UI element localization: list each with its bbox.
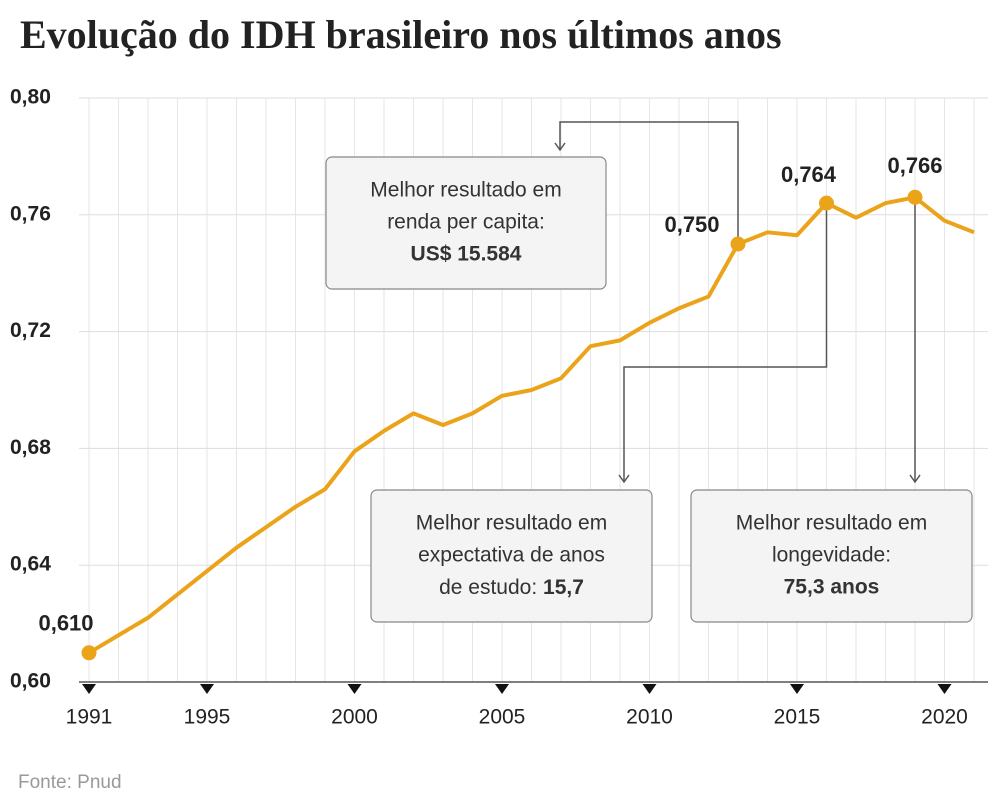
value-label: 0,764: [781, 162, 837, 187]
tick-mark: [937, 684, 952, 694]
tick-mark: [642, 684, 657, 694]
annotation-box: [690, 489, 973, 623]
tick-mark: [347, 684, 362, 694]
x-tick-label: 1995: [184, 706, 231, 729]
annotation-box: [370, 489, 653, 623]
x-tick-label: 2020: [921, 706, 968, 729]
annotation-line: Melhor resultado em: [370, 179, 561, 202]
x-tick-label: 2015: [774, 706, 821, 729]
tick-mark: [82, 684, 96, 694]
tick-mark: [790, 684, 804, 694]
y-tick-label: 0,60: [10, 670, 51, 693]
tick-mark: [200, 684, 214, 694]
value-label: 0,766: [887, 153, 942, 178]
annotation-highlight: 15,7: [543, 576, 584, 599]
annotation-line: longevidade:: [772, 544, 891, 567]
x-tick-label: 1991: [66, 706, 113, 729]
y-tick-label: 0,72: [10, 319, 51, 342]
y-tick-label: 0,64: [10, 553, 51, 576]
annotation-line: expectativa de anos: [418, 544, 605, 567]
annotation-line: Melhor resultado em: [736, 512, 927, 535]
annotation-highlight: 75,3 anos: [784, 576, 880, 599]
chart-title: Evolução do IDH brasileiro nos últimos a…: [20, 12, 782, 57]
connector: [559, 121, 739, 244]
arrow-head: [909, 474, 921, 484]
x-tick-label: 2005: [479, 706, 526, 729]
annotation-line: Melhor resultado em: [416, 512, 607, 535]
arrow-head: [618, 474, 630, 484]
x-tick-label: 2000: [331, 706, 378, 729]
point: [81, 645, 97, 661]
y-tick-label: 0,68: [10, 436, 51, 459]
arrow-head: [554, 142, 566, 152]
annotation-line: renda per capita:: [387, 211, 545, 234]
annotation-line: de estudo:: [439, 576, 537, 599]
source: Fonte: Pnud: [18, 772, 122, 793]
annotation-box: [325, 156, 607, 290]
x-tick-label: 2010: [626, 706, 673, 729]
tick-mark: [495, 684, 509, 694]
annotation-text: de estudo: 15,7: [439, 576, 584, 599]
connector: [623, 203, 828, 482]
point: [819, 195, 834, 211]
point: [730, 236, 746, 252]
y-tick-label: 0,80: [10, 86, 51, 109]
point: [907, 189, 923, 205]
annotation-highlight: US$ 15.584: [411, 243, 522, 266]
value-label: 0,610: [38, 611, 93, 636]
value-label: 0,750: [664, 212, 719, 237]
y-tick-label: 0,76: [10, 202, 51, 225]
